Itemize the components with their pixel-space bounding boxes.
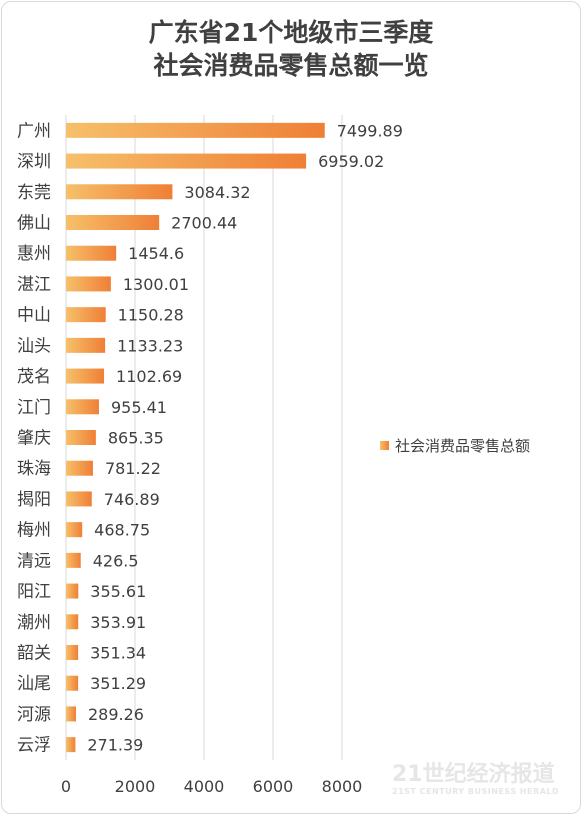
x-tick-label: 2000 bbox=[115, 777, 156, 796]
value-label: 1300.01 bbox=[123, 275, 189, 294]
value-label: 955.41 bbox=[111, 398, 167, 417]
category-label: 惠州 bbox=[17, 244, 51, 264]
watermark-sub: 21ST CENTURY BUSINESS HERALD bbox=[392, 787, 560, 796]
bar bbox=[66, 307, 106, 323]
category-label: 河源 bbox=[17, 705, 51, 725]
bar bbox=[66, 614, 79, 630]
x-tick-label: 6000 bbox=[253, 777, 294, 796]
legend-label: 社会消费品零售总额 bbox=[395, 437, 531, 455]
bar bbox=[66, 737, 76, 753]
value-label: 6959.02 bbox=[318, 152, 384, 171]
bar bbox=[66, 706, 76, 722]
category-label: 广州 bbox=[17, 121, 51, 141]
value-label: 1150.28 bbox=[118, 306, 184, 325]
category-label: 汕尾 bbox=[17, 674, 51, 694]
category-label: 梅州 bbox=[17, 521, 51, 541]
bar bbox=[66, 583, 79, 599]
bar bbox=[66, 184, 173, 200]
legend-swatch bbox=[380, 441, 389, 450]
value-label: 1102.69 bbox=[116, 367, 182, 386]
bar bbox=[66, 645, 79, 660]
category-label: 阳江 bbox=[17, 582, 51, 602]
category-label: 汕头 bbox=[17, 336, 51, 356]
chart-title-line-1: 广东省21个地级市三季度 bbox=[148, 18, 434, 47]
x-tick-label: 0 bbox=[61, 777, 71, 796]
watermark-main: 21世纪经济报道 bbox=[392, 762, 555, 787]
value-label: 1454.6 bbox=[128, 244, 184, 263]
bar bbox=[66, 122, 325, 138]
bar bbox=[66, 245, 117, 261]
labels: 0 2000 4000 6000 8000 广州 7499.89 深圳 6959.02 东莞 308… bbox=[17, 121, 403, 796]
bar bbox=[66, 153, 307, 169]
value-label: 271.39 bbox=[87, 736, 143, 755]
x-tick-label: 4000 bbox=[184, 777, 225, 796]
category-label: 韶关 bbox=[17, 644, 51, 664]
bar bbox=[66, 337, 106, 353]
value-label: 351.29 bbox=[90, 674, 146, 693]
value-label: 865.35 bbox=[108, 429, 164, 448]
value-label: 7499.89 bbox=[337, 121, 403, 140]
category-label: 中山 bbox=[17, 306, 51, 326]
chart-title: 广东省21个地级市三季度 社会消费品零售总额一览 bbox=[0, 16, 582, 82]
bar bbox=[66, 430, 96, 445]
chart-title-line-2: 社会消费品零售总额一览 bbox=[153, 51, 429, 80]
value-label: 289.26 bbox=[88, 705, 144, 724]
category-label: 云浮 bbox=[17, 736, 51, 756]
value-label: 351.34 bbox=[90, 644, 146, 663]
value-label: 1133.23 bbox=[117, 336, 183, 355]
category-label: 珠海 bbox=[17, 459, 51, 479]
bar bbox=[66, 675, 79, 691]
value-label: 468.75 bbox=[94, 521, 150, 540]
bar bbox=[66, 491, 92, 507]
value-label: 746.89 bbox=[104, 490, 160, 509]
category-label: 揭阳 bbox=[17, 490, 51, 510]
bar bbox=[66, 399, 99, 415]
value-label: 3084.32 bbox=[184, 183, 250, 202]
category-label: 肇庆 bbox=[17, 429, 51, 449]
bar bbox=[66, 368, 105, 384]
watermark-logo: 21世纪经济报道 21ST CENTURY BUSINESS HERALD bbox=[392, 763, 559, 797]
category-label: 深圳 bbox=[17, 152, 51, 172]
value-label: 781.22 bbox=[105, 459, 161, 478]
category-label: 佛山 bbox=[17, 214, 51, 234]
bar bbox=[66, 522, 83, 538]
bar bbox=[66, 276, 111, 292]
category-label: 湛江 bbox=[17, 275, 51, 295]
bars bbox=[66, 122, 325, 753]
x-tick-label: 8000 bbox=[322, 777, 363, 796]
category-label: 潮州 bbox=[17, 613, 51, 633]
bar bbox=[66, 552, 81, 568]
bar bbox=[66, 460, 93, 476]
category-label: 江门 bbox=[17, 398, 51, 418]
value-label: 353.91 bbox=[90, 613, 146, 632]
value-label: 2700.44 bbox=[171, 214, 237, 233]
category-label: 东莞 bbox=[17, 183, 51, 203]
value-label: 355.61 bbox=[90, 582, 146, 601]
bar bbox=[66, 215, 160, 230]
value-label: 426.5 bbox=[93, 551, 139, 570]
category-label: 清远 bbox=[17, 551, 51, 571]
category-label: 茂名 bbox=[17, 367, 51, 387]
legend: 社会消费品零售总额 bbox=[380, 435, 530, 456]
